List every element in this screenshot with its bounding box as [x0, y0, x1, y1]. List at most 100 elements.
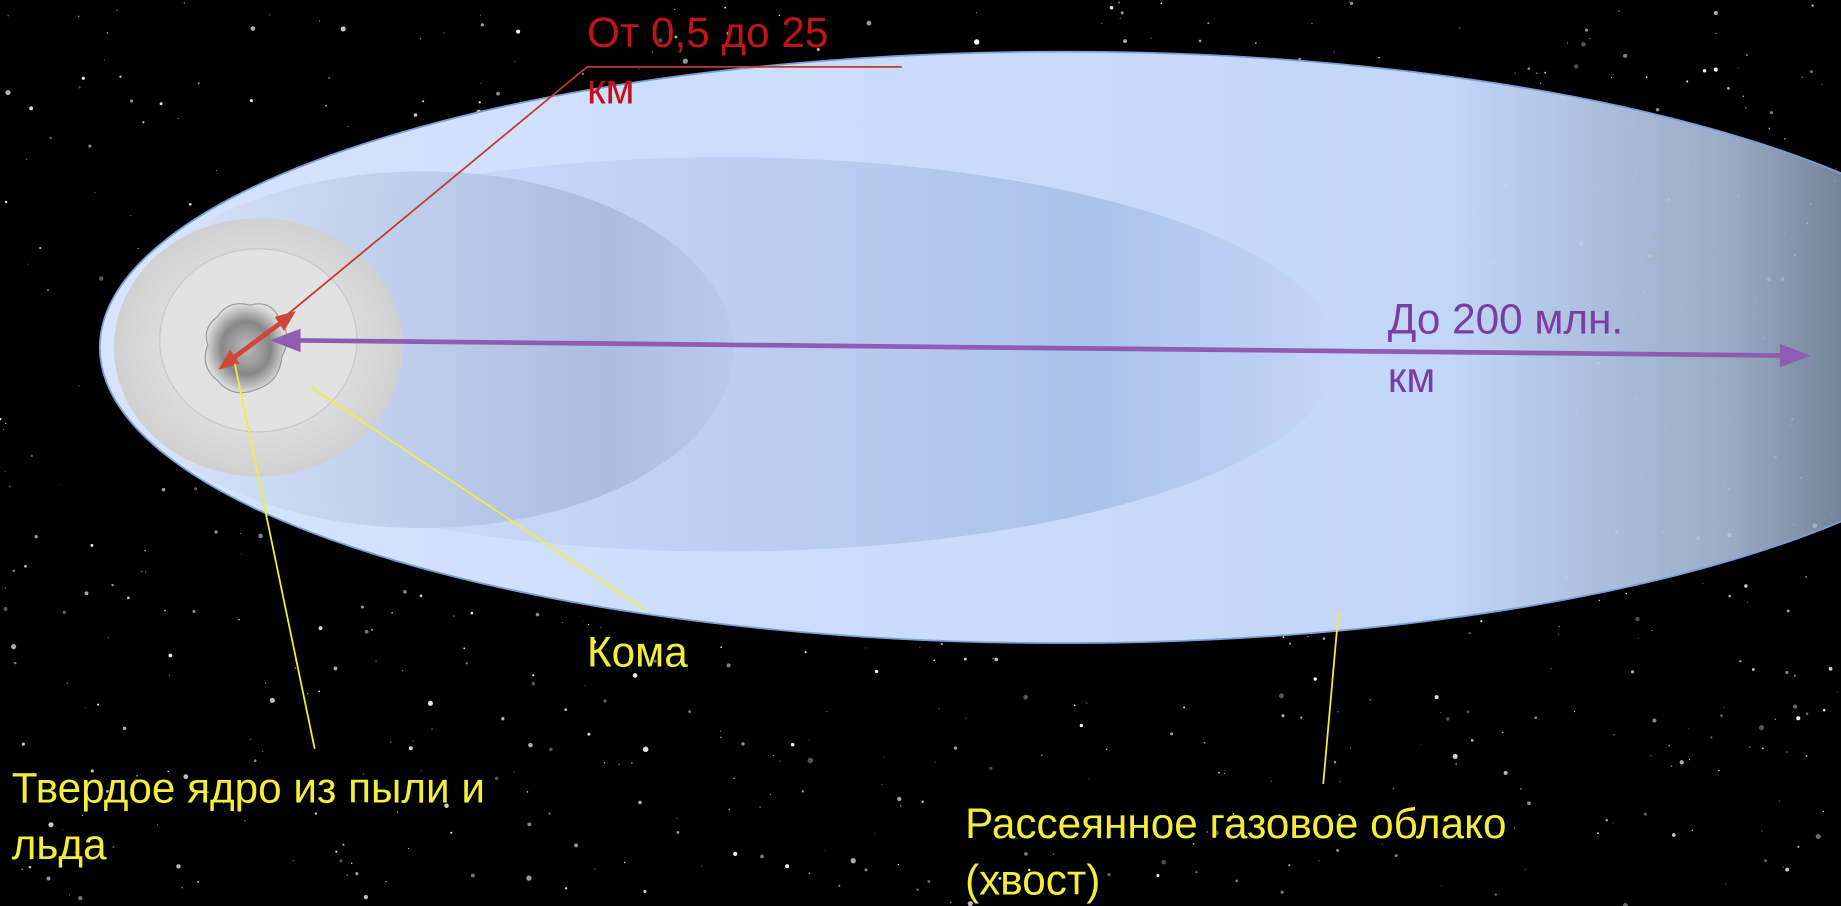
star [250, 739, 251, 740]
star [318, 690, 320, 692]
star [1779, 800, 1780, 801]
star [479, 101, 481, 103]
star [536, 613, 540, 617]
star [1336, 849, 1339, 852]
star [1688, 728, 1689, 729]
page: От 0,5 до 25 км До 200 млн. км Кома Твер… [0, 0, 1841, 906]
star [341, 26, 346, 31]
star [964, 658, 967, 661]
star [921, 801, 923, 803]
star [1761, 830, 1762, 831]
star [976, 12, 977, 13]
star [1656, 108, 1659, 111]
star [729, 809, 730, 810]
star [141, 571, 142, 572]
star [112, 846, 114, 848]
star [346, 874, 347, 875]
star [934, 762, 935, 763]
star [184, 2, 185, 3]
star [293, 860, 294, 861]
star [1581, 42, 1586, 47]
star [1728, 595, 1731, 598]
star [1597, 832, 1599, 834]
star [1540, 83, 1541, 84]
star [5, 423, 6, 424]
star [82, 77, 85, 80]
star [1086, 703, 1087, 704]
star [254, 759, 257, 762]
star [197, 881, 199, 883]
star [78, 16, 79, 17]
star [251, 26, 256, 31]
star [927, 880, 930, 883]
tail-pointer [1323, 613, 1338, 784]
star [1349, 1, 1350, 2]
star [85, 707, 86, 708]
star [481, 23, 484, 26]
star [351, 863, 352, 864]
star [808, 740, 809, 741]
star [1680, 760, 1684, 764]
star [683, 59, 688, 64]
star [624, 862, 626, 864]
star [269, 14, 270, 15]
star [526, 875, 531, 880]
star [1551, 668, 1552, 669]
star [1041, 754, 1043, 756]
star [1101, 23, 1103, 25]
star [130, 215, 131, 216]
star [1528, 67, 1531, 70]
star [1762, 747, 1764, 749]
star [1714, 68, 1718, 72]
star [1207, 22, 1209, 24]
star [178, 118, 179, 119]
star [1785, 671, 1788, 674]
star [123, 727, 126, 730]
star [1235, 879, 1238, 882]
star [1611, 77, 1612, 78]
star [1710, 736, 1712, 738]
star [588, 624, 589, 625]
star [480, 15, 481, 16]
star [355, 872, 358, 875]
star [720, 646, 722, 648]
star [594, 868, 596, 870]
star [315, 812, 317, 814]
star [1455, 763, 1457, 765]
star [1080, 724, 1083, 727]
star [1339, 781, 1341, 783]
star [1307, 636, 1308, 637]
star [1544, 72, 1546, 74]
star [408, 848, 409, 849]
star [1283, 636, 1285, 638]
star [1769, 128, 1771, 130]
star [1311, 23, 1313, 25]
label-line: км [1388, 354, 1436, 401]
star [1123, 39, 1127, 43]
star [1652, 719, 1656, 723]
star [516, 30, 520, 34]
star [47, 877, 51, 881]
star [453, 615, 454, 616]
star [791, 743, 795, 747]
star [39, 247, 41, 249]
star [733, 778, 734, 779]
star [1785, 868, 1789, 872]
star [527, 791, 528, 792]
star [348, 126, 349, 127]
star [582, 73, 584, 75]
star [325, 105, 327, 107]
star [989, 767, 992, 770]
star [192, 610, 195, 613]
star [328, 77, 330, 79]
star [720, 731, 721, 732]
star [897, 797, 901, 801]
star [760, 855, 764, 859]
star [27, 264, 28, 265]
star [9, 486, 11, 488]
star [531, 682, 535, 686]
star [1074, 705, 1076, 707]
star [1395, 854, 1398, 857]
star [1334, 761, 1336, 763]
star [1745, 107, 1746, 108]
